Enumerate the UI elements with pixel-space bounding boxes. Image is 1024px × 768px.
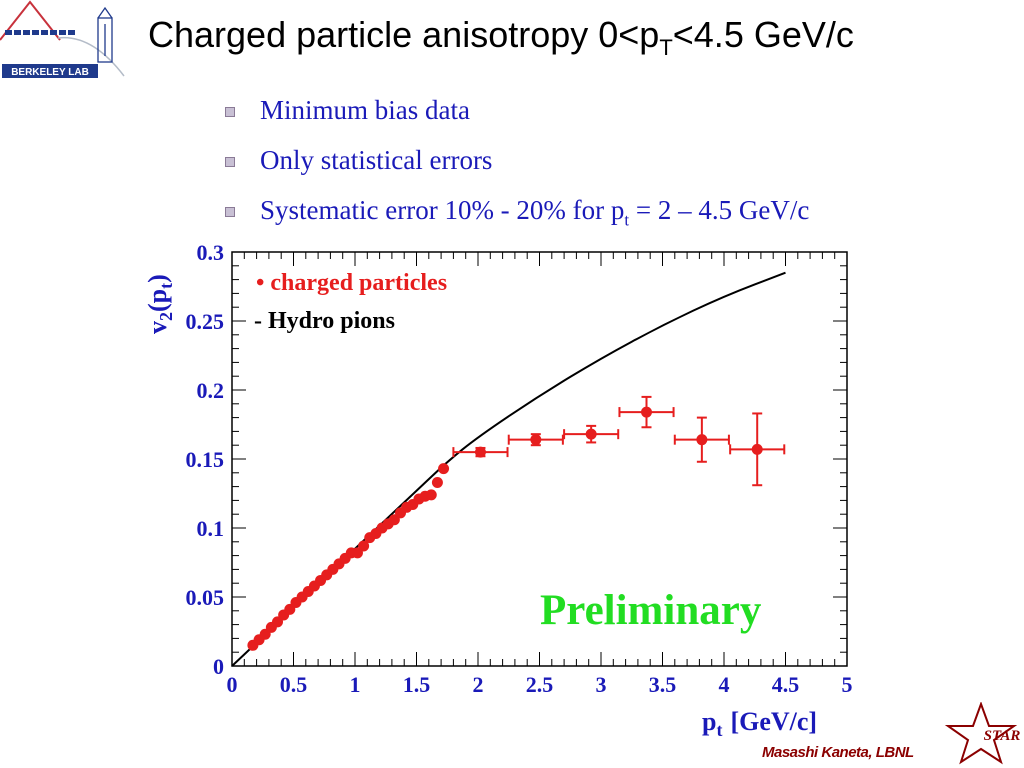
bullet-square-icon xyxy=(225,207,235,217)
x-axis-label: pt [GeV/c] xyxy=(702,707,817,740)
title-subscript: T xyxy=(659,35,673,61)
y-tick-labels: 0 0.05 0.1 0.15 0.2 0.25 0.3 xyxy=(186,240,225,679)
watermark-preliminary: Preliminary xyxy=(540,587,762,634)
bullet-subscript: t xyxy=(624,210,630,230)
x-tick-label: 0 xyxy=(227,672,238,697)
x-tick-label: 5 xyxy=(842,672,853,697)
bullet-item: Only statistical errors xyxy=(225,142,809,192)
x-tick-labels: 0 0.5 1 1.5 2 2.5 3 3.5 4 4.5 5 xyxy=(227,672,853,697)
plot-frame xyxy=(231,251,848,667)
bullet-list: Minimum bias data Only statistical error… xyxy=(225,92,809,242)
legend-hydro: - Hydro pions xyxy=(254,308,395,334)
bullet-square-icon xyxy=(225,157,235,167)
data-point xyxy=(751,443,763,455)
bullet-square-icon xyxy=(225,107,235,117)
x-tick-label: 1.5 xyxy=(403,672,431,697)
data-point xyxy=(530,434,542,446)
x-tick-label: 3.5 xyxy=(649,672,677,697)
data-point xyxy=(425,489,437,501)
y-tick-label: 0.3 xyxy=(197,240,225,265)
logo-text: BERKELEY LAB xyxy=(11,67,89,78)
slide-title: Charged particle anisotropy 0<pT<4.5 GeV… xyxy=(148,14,854,61)
y-tick-label: 0 xyxy=(213,654,224,679)
bullet-text: Minimum bias data xyxy=(260,95,470,125)
title-end: <4.5 GeV/c xyxy=(672,14,854,55)
y-tick-label: 0.25 xyxy=(186,309,225,334)
data-point xyxy=(474,446,486,458)
y-tick-label: 0.1 xyxy=(197,516,225,541)
x-tick-label: 2 xyxy=(473,672,484,697)
author-credit: Masashi Kaneta, LBNL xyxy=(762,744,914,761)
star-logo: STAR xyxy=(944,702,1021,765)
berkeley-lab-logo: BERKELEY LAB xyxy=(0,0,125,78)
data-point xyxy=(696,434,708,446)
v2-chart: 0 0.5 1 1.5 2 2.5 3 3.5 4 4.5 5 0 0.05 0.1 0.15 0.2 0.2… xyxy=(143,240,853,740)
y-tick-label: 0.15 xyxy=(186,447,225,472)
bullet-item: Minimum bias data xyxy=(225,92,809,142)
x-tick-label: 2.5 xyxy=(526,672,554,697)
data-point xyxy=(641,406,653,418)
bullet-text: Only statistical errors xyxy=(260,145,493,175)
x-tick-label: 1 xyxy=(350,672,361,697)
star-logo-text: STAR xyxy=(984,728,1021,744)
title-main: Charged particle anisotropy 0<p xyxy=(148,14,660,55)
charged-particles-series xyxy=(247,395,786,651)
bullet-item: Systematic error 10% - 20% for pt = 2 – … xyxy=(225,192,809,242)
x-tick-label: 4 xyxy=(719,672,730,697)
bullet-text: Systematic error 10% - 20% for p xyxy=(260,195,625,225)
legend-charged: • charged particles xyxy=(256,270,447,296)
data-point xyxy=(585,428,597,440)
y-tick-label: 0.2 xyxy=(197,378,225,403)
data-point xyxy=(431,476,443,488)
star-icon xyxy=(944,702,1018,765)
x-tick-label: 4.5 xyxy=(772,672,800,697)
x-tick-label: 3 xyxy=(596,672,607,697)
bullet-text-end: = 2 – 4.5 GeV/c xyxy=(629,195,810,225)
data-point xyxy=(358,540,370,552)
x-tick-label: 0.5 xyxy=(280,672,308,697)
y-tick-label: 0.05 xyxy=(186,585,225,610)
y-axis-label: v2(pt) xyxy=(143,274,176,334)
data-point xyxy=(438,463,450,475)
axis-ticks xyxy=(231,251,848,667)
